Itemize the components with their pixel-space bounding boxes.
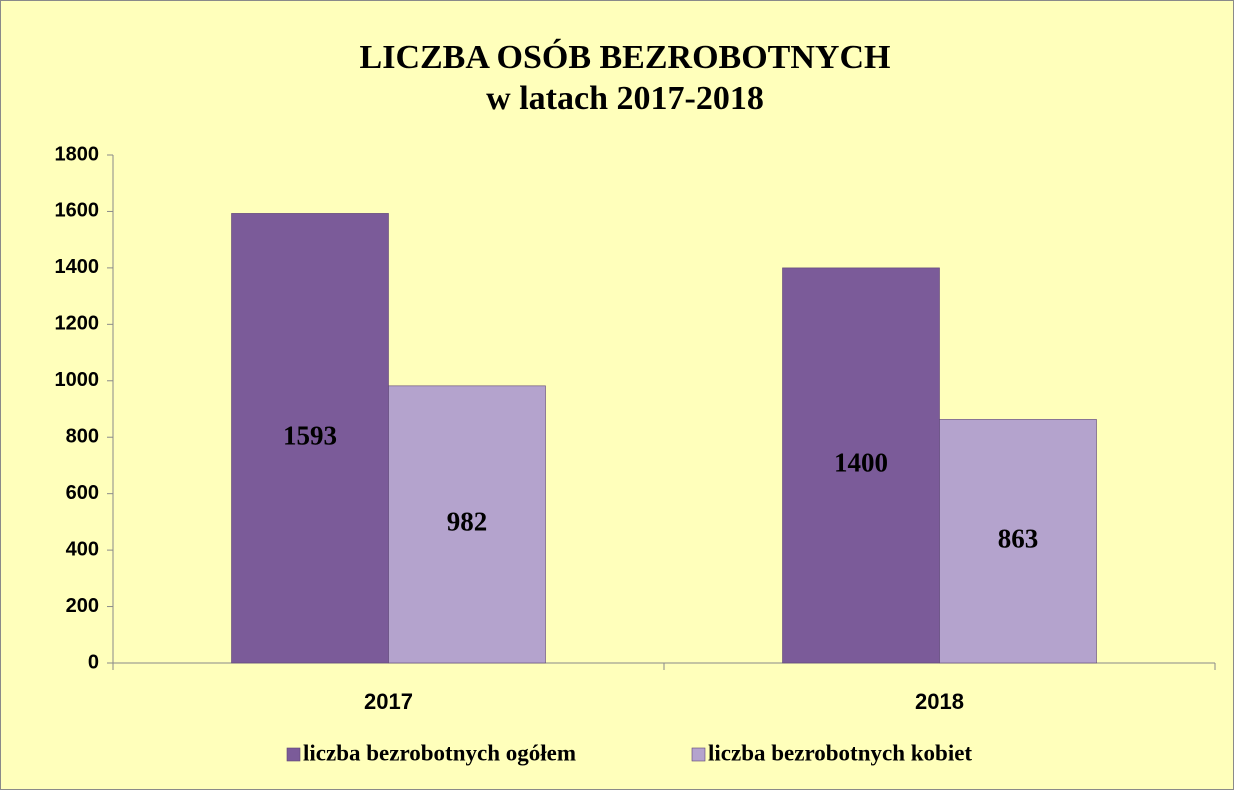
y-tick-label: 1400 (55, 256, 100, 278)
bar (939, 419, 1097, 664)
data-label: 1400 (834, 448, 888, 478)
chart-title: LICZBA OSÓB BEZROBOTNYCH (360, 38, 891, 76)
y-tick-label: 200 (66, 595, 99, 617)
y-tick-label: 1600 (55, 200, 100, 222)
legend-marker (286, 747, 301, 762)
data-label: 863 (998, 523, 1039, 553)
data-label: 1593 (283, 420, 337, 450)
y-tick-label: 1200 (55, 313, 100, 335)
x-tick-label: 2018 (915, 689, 964, 714)
legend-label: liczba bezrobotnych ogółem (303, 740, 576, 765)
bar (388, 385, 546, 664)
y-tick-label: 800 (66, 426, 99, 448)
chart-subtitle: w latach 2017-2018 (486, 80, 764, 117)
y-tick-label: 1800 (55, 143, 100, 165)
data-label: 982 (447, 507, 488, 537)
bar (782, 267, 940, 664)
x-tick-label: 2017 (364, 689, 413, 714)
y-tick-label: 0 (88, 651, 99, 673)
y-tick-label: 400 (66, 538, 99, 560)
legend-marker (691, 747, 706, 762)
y-tick-label: 600 (66, 482, 99, 504)
bar (231, 213, 389, 664)
y-tick-label: 1000 (55, 369, 100, 391)
legend-label: liczba bezrobotnych kobiet (708, 740, 972, 765)
